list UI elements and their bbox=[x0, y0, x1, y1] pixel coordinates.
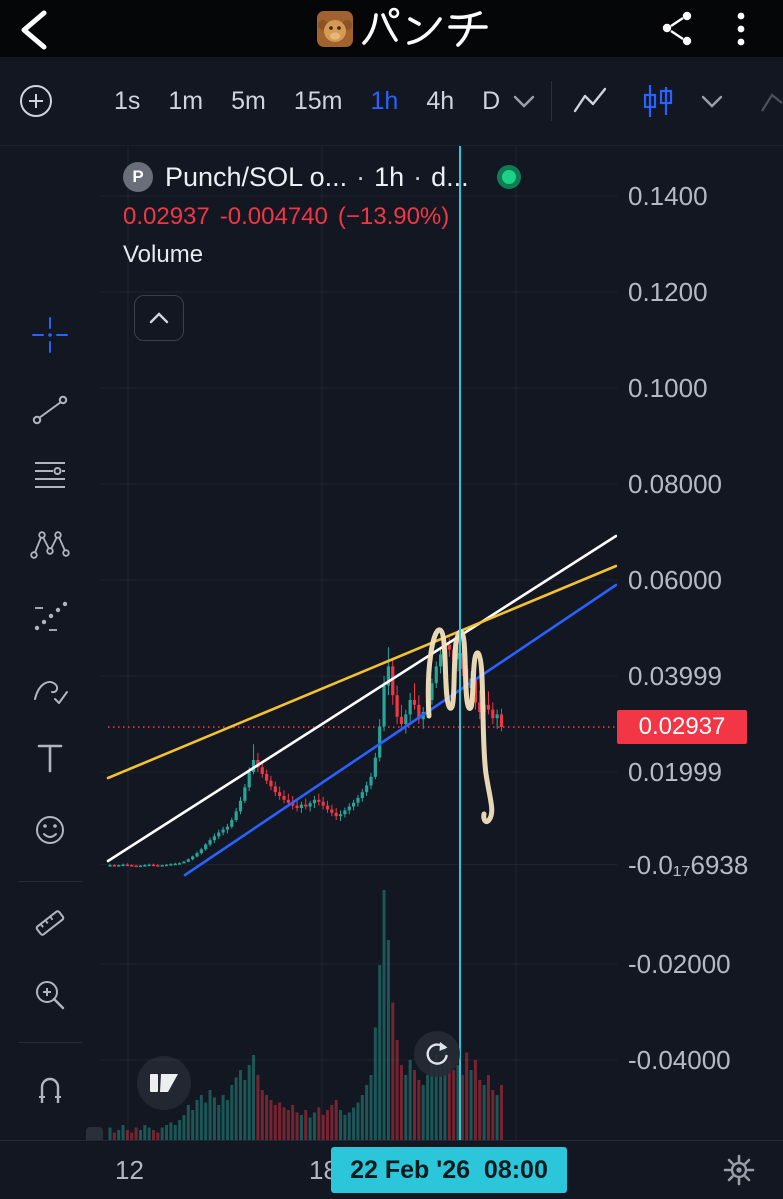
crosshair-tool-icon[interactable] bbox=[29, 314, 71, 356]
chevron-down-icon[interactable] bbox=[700, 94, 724, 110]
back-icon[interactable] bbox=[14, 7, 58, 53]
refresh-button[interactable] bbox=[414, 1031, 460, 1077]
tradingview-logo[interactable] bbox=[137, 1056, 191, 1110]
market-status-dot bbox=[496, 165, 521, 189]
timeframe-1s[interactable]: 1s bbox=[114, 86, 141, 115]
ruler-tool-icon[interactable] bbox=[29, 902, 71, 944]
magnet-tool-icon[interactable] bbox=[29, 1069, 71, 1111]
volume-series bbox=[108, 890, 503, 1140]
share-icon[interactable] bbox=[659, 10, 695, 46]
legend-collapse-button[interactable] bbox=[134, 295, 184, 341]
gear-icon[interactable] bbox=[722, 1153, 756, 1187]
xabcd-pattern-tool-icon[interactable] bbox=[29, 525, 71, 567]
horizontal-lines-tool-icon[interactable] bbox=[29, 455, 71, 497]
page-title bbox=[362, 7, 488, 47]
timeframe-1m[interactable]: 1m bbox=[168, 86, 204, 115]
plot-area[interactable] bbox=[100, 145, 617, 1140]
chart-toolbar: 1s 1m 5m 15m 1h 4h D bbox=[0, 57, 783, 146]
symbol-badge: P bbox=[123, 162, 153, 192]
timeframe-4h[interactable]: 4h bbox=[426, 86, 455, 115]
sidebar-divider bbox=[18, 1042, 82, 1043]
legend-separator: · bbox=[413, 161, 423, 192]
volume-pane-label: Volume bbox=[123, 241, 204, 268]
timeframe-d[interactable]: D bbox=[482, 86, 501, 115]
last-price-badge: 0.02937 bbox=[617, 710, 747, 745]
symbol-legend[interactable]: P Punch/SOL o... · 1h · d... 0.02937 -0.0… bbox=[123, 158, 521, 269]
top-bar bbox=[0, 0, 783, 57]
partial-scrolled-icon bbox=[761, 93, 783, 112]
brush-tool-icon[interactable] bbox=[29, 669, 71, 711]
plus-circle-icon[interactable] bbox=[18, 83, 54, 119]
refresh-icon bbox=[426, 1042, 448, 1065]
last-price: 0.02937 bbox=[123, 203, 210, 230]
crosshair-date-badge: 22 Feb '26 08:00 bbox=[331, 1147, 567, 1193]
price-change-row: 0.02937 -0.004740 (−13.90%) bbox=[123, 203, 521, 231]
timeframe-1h[interactable]: 1h bbox=[370, 86, 399, 115]
zoom-in-tool-icon[interactable] bbox=[29, 974, 71, 1016]
timeframe-switcher: 1s 1m 5m 15m 1h 4h D bbox=[100, 57, 514, 145]
time-axis-bar[interactable]: 12 18 22 Feb '26 08:00 bbox=[0, 1140, 783, 1199]
tradingview-logo-mark bbox=[150, 1074, 178, 1092]
kebab-menu-icon[interactable] bbox=[733, 10, 749, 48]
trend-line-tool-icon[interactable] bbox=[29, 389, 71, 431]
symbol-name: Punch/SOL o... bbox=[165, 161, 348, 192]
emoji-tool-icon[interactable] bbox=[29, 809, 71, 851]
forecast-tool-icon[interactable] bbox=[29, 596, 71, 638]
chevron-down-icon[interactable] bbox=[512, 94, 536, 110]
legend-separator: · bbox=[356, 161, 366, 192]
monkey-avatar bbox=[317, 11, 353, 47]
candlestick-icon[interactable] bbox=[638, 81, 678, 121]
text-tool-icon[interactable] bbox=[29, 737, 71, 779]
sidebar-divider bbox=[18, 881, 82, 882]
price-change-pct: (−13.90%) bbox=[337, 203, 450, 230]
time-axis-label: 12 bbox=[115, 1155, 144, 1185]
toolbar-divider bbox=[551, 81, 552, 121]
legend-interval: 1h bbox=[374, 161, 405, 192]
timeframe-15m[interactable]: 15m bbox=[293, 86, 343, 115]
drawing-tools-sidebar: fx bbox=[0, 145, 100, 1199]
price-change: -0.004740 bbox=[219, 203, 328, 230]
legend-venue: d... bbox=[431, 161, 469, 192]
line-chart-icon[interactable] bbox=[572, 83, 608, 119]
timeframe-5m[interactable]: 5m bbox=[231, 86, 266, 115]
chevron-up-icon bbox=[149, 312, 169, 324]
